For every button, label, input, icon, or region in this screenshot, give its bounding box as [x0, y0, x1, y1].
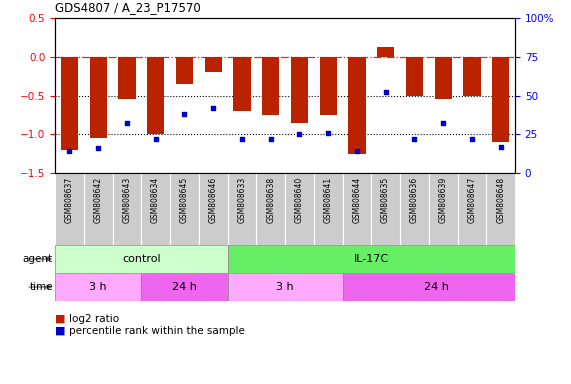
Text: GSM808638: GSM808638 [266, 177, 275, 223]
Text: GSM808635: GSM808635 [381, 177, 390, 223]
Bar [147, 57, 164, 134]
Point [467, 136, 476, 142]
Point [381, 89, 390, 96]
Text: agent: agent [23, 254, 53, 264]
Point [94, 145, 103, 151]
Bar [400, 173, 429, 245]
Bar [170, 173, 199, 245]
Bar [176, 57, 193, 84]
Text: ■: ■ [55, 314, 66, 324]
Bar [343, 273, 529, 301]
Bar [141, 273, 227, 301]
Bar [256, 173, 285, 245]
Bar [141, 173, 170, 245]
Text: ■: ■ [55, 326, 66, 336]
Bar [313, 173, 343, 245]
Bar [90, 57, 107, 138]
Bar [84, 173, 112, 245]
Bar [492, 57, 509, 142]
Point [352, 148, 361, 154]
Point [295, 131, 304, 137]
Point [410, 136, 419, 142]
Bar [291, 57, 308, 122]
Point [151, 136, 160, 142]
Text: GSM808640: GSM808640 [295, 177, 304, 223]
Bar [55, 173, 84, 245]
Bar [435, 57, 452, 99]
Bar [285, 173, 313, 245]
Text: IL-17C: IL-17C [353, 254, 389, 264]
Bar [55, 273, 141, 301]
Point [208, 105, 218, 111]
Text: 24 h: 24 h [424, 282, 448, 292]
Bar [262, 57, 279, 115]
Bar [118, 57, 135, 99]
Text: GSM808645: GSM808645 [180, 177, 189, 223]
Bar [486, 173, 515, 245]
Text: GSM808641: GSM808641 [324, 177, 333, 223]
Point [266, 136, 275, 142]
Bar [199, 173, 227, 245]
Text: log2 ratio: log2 ratio [69, 314, 119, 324]
Text: GSM808642: GSM808642 [94, 177, 103, 223]
Bar [112, 173, 141, 245]
Point [180, 111, 189, 117]
Point [496, 144, 505, 150]
Bar [233, 57, 251, 111]
Bar [227, 173, 256, 245]
Text: GSM808634: GSM808634 [151, 177, 160, 223]
Bar [463, 57, 481, 96]
Text: control: control [122, 254, 160, 264]
Bar [371, 173, 400, 245]
Bar [377, 48, 394, 57]
Bar [61, 57, 78, 150]
Text: GSM808639: GSM808639 [439, 177, 448, 223]
Text: GSM808637: GSM808637 [65, 177, 74, 223]
Point [65, 148, 74, 154]
Text: 3 h: 3 h [89, 282, 107, 292]
Point [122, 120, 131, 126]
Text: GDS4807 / A_23_P17570: GDS4807 / A_23_P17570 [55, 1, 201, 14]
Text: GSM808646: GSM808646 [208, 177, 218, 223]
Text: GSM808648: GSM808648 [496, 177, 505, 223]
Text: GSM808647: GSM808647 [468, 177, 476, 223]
Bar [320, 57, 337, 115]
Text: time: time [29, 282, 53, 292]
Bar [406, 57, 423, 96]
Point [324, 130, 333, 136]
Text: 3 h: 3 h [276, 282, 294, 292]
Text: percentile rank within the sample: percentile rank within the sample [69, 326, 245, 336]
Bar [55, 245, 227, 273]
Bar [457, 173, 486, 245]
Bar [227, 273, 343, 301]
Point [238, 136, 247, 142]
Bar [343, 173, 371, 245]
Bar [348, 57, 365, 154]
Text: GSM808636: GSM808636 [410, 177, 419, 223]
Point [439, 120, 448, 126]
Text: GSM808644: GSM808644 [352, 177, 361, 223]
Text: 24 h: 24 h [172, 282, 197, 292]
Bar [429, 173, 457, 245]
Bar [204, 57, 222, 72]
Text: GSM808643: GSM808643 [122, 177, 131, 223]
Bar [227, 245, 529, 273]
Text: GSM808633: GSM808633 [238, 177, 246, 223]
